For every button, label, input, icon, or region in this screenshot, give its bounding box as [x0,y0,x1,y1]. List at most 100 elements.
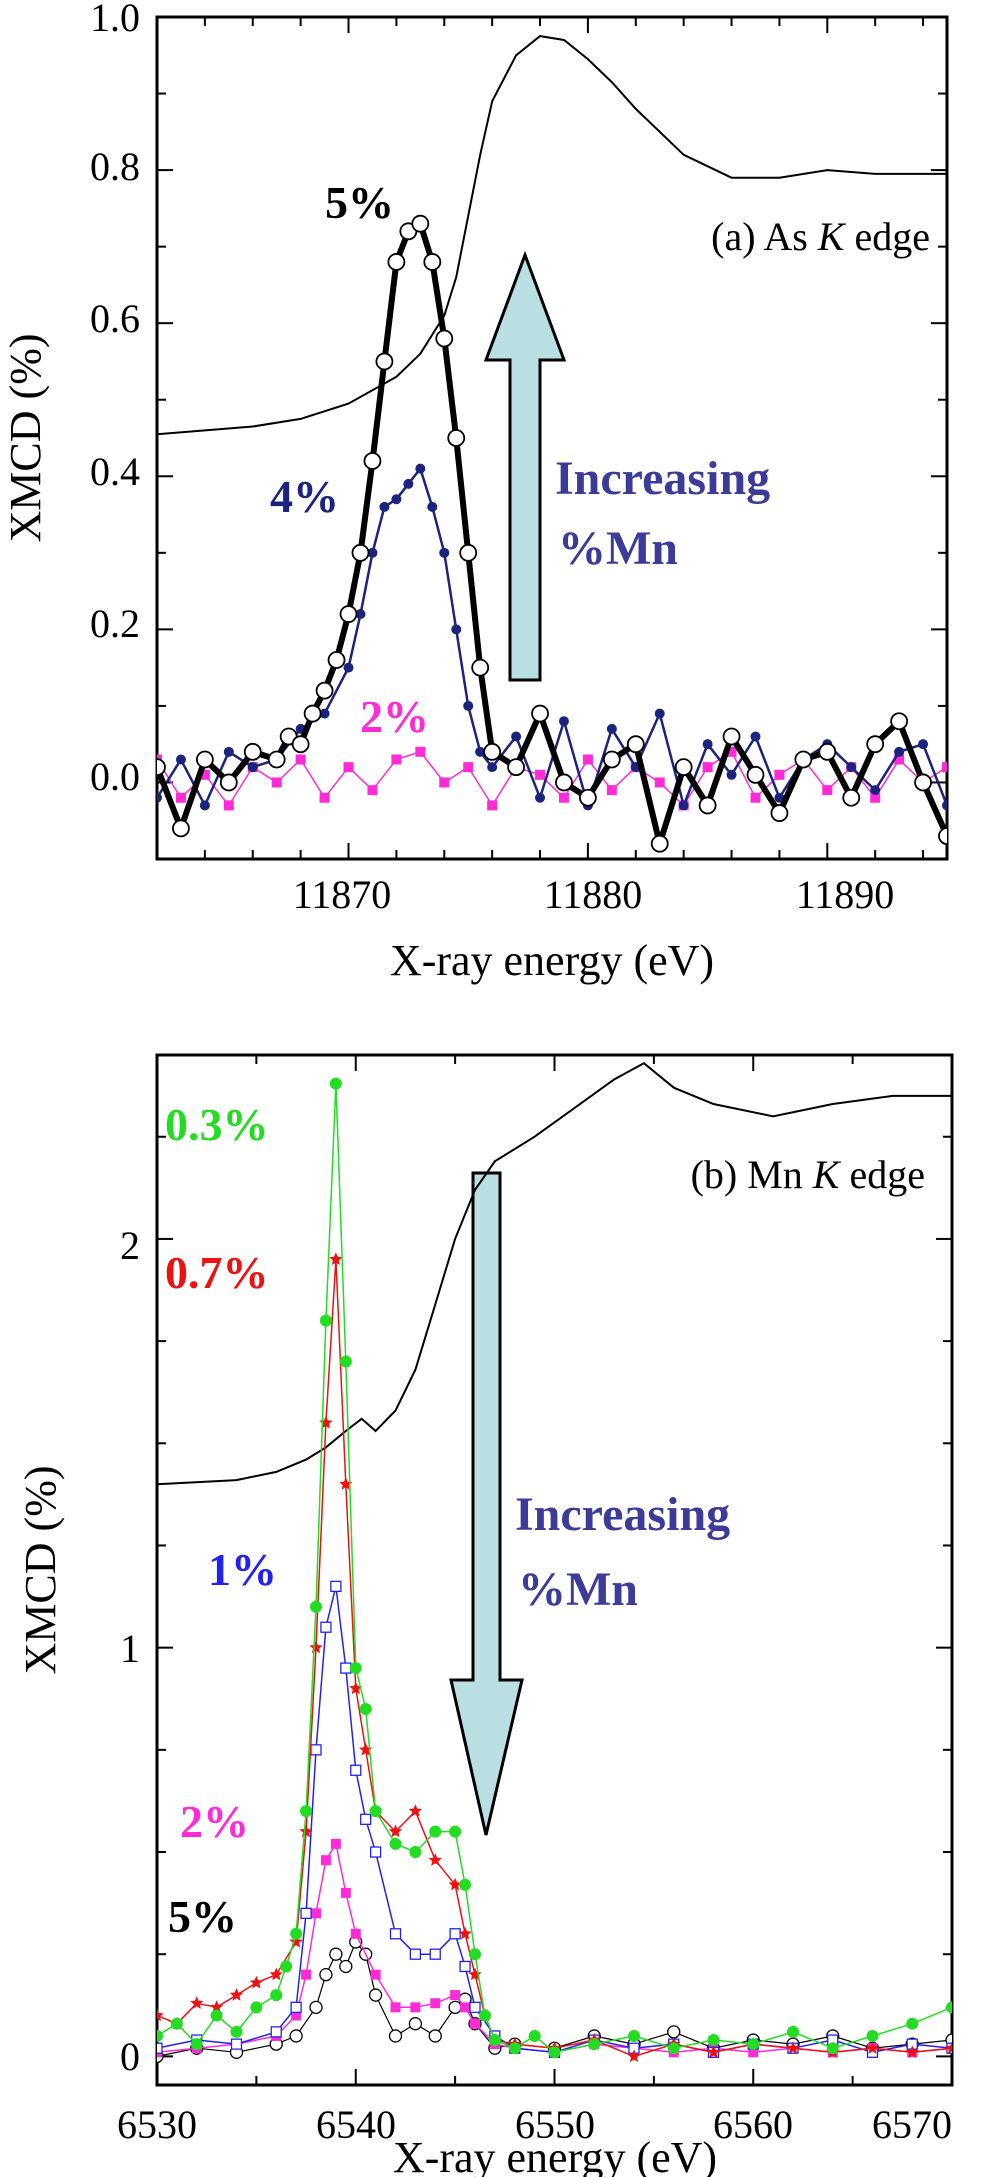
panel-a-ticks [156,16,947,860]
data-point [410,2002,421,2013]
data-point [448,2000,462,2014]
data-point [938,827,947,845]
data-point [219,773,238,792]
data-point [319,1967,333,1982]
data-point [430,1998,441,2009]
data-point [945,2041,952,2054]
series-line-0-7pct [157,1258,952,2058]
data-point [349,1662,362,1675]
data-point [330,1580,342,1592]
data-point [487,762,498,773]
data-point [310,1600,322,1613]
panel-a-ytick-label: 0.4 [90,449,140,494]
annotation-increasing: Increasing [515,1488,730,1541]
data-point [329,1077,342,1090]
panel-a-title-suffix: edge [844,214,930,259]
data-point [865,2041,880,2054]
data-point [350,1764,362,1776]
data-point [469,1948,481,1961]
data-point [289,2029,303,2043]
data-point [535,769,546,780]
data-point [478,2009,491,2022]
data-point [223,800,234,811]
data-point [170,2017,183,2030]
data-point [379,501,390,512]
panel-b-xtick-label: 6560 [713,2102,793,2147]
data-point [428,1853,442,1866]
data-point [367,785,378,796]
data-point [290,1927,303,1940]
data-point [535,792,546,803]
data-point [942,800,947,811]
data-point [249,1975,263,1989]
data-point [295,754,306,765]
data-point [319,708,330,719]
data-point [390,2002,401,2013]
data-point [428,2029,442,2043]
panel-b-ytick-label: 1 [120,1626,140,1671]
data-point [511,731,522,742]
data-point [628,2029,640,2042]
panel-b-ytick-label: 0 [120,2034,140,2079]
data-point [626,735,645,754]
data-point [247,762,258,773]
data-point [459,1960,471,1973]
panel-a-ytick-label: 0.2 [90,601,140,646]
panel-a-ytick-label: 1.0 [90,0,140,40]
data-point [310,1744,322,1756]
data-point [842,788,861,807]
data-point [367,547,378,558]
panel-a-frame [155,15,949,861]
data-point [654,708,665,719]
series-label-0-7pct: 0.7% [165,1247,269,1298]
data-point [199,800,210,811]
panel-a-plot-area [157,35,947,853]
data-point [309,1640,323,1654]
data-point [748,2047,759,2058]
annotation-pct-mn: %Mn [518,1563,638,1616]
data-point [270,1989,283,2002]
data-point [750,792,761,803]
panel-b-plot-area [157,1061,952,2064]
data-point [451,624,462,635]
data-point [678,800,689,811]
panel-a-title: (a) As K edge [711,214,930,259]
data-point [531,704,549,723]
data-point [411,214,430,233]
data-point [470,2018,480,2029]
data-point [340,1887,351,1898]
data-point [391,494,402,505]
panel-b-ytick-label: 2 [120,1223,140,1268]
data-point [267,750,286,769]
data-point [280,1960,293,1973]
data-point [726,769,737,780]
data-point [157,2029,163,2042]
data-point [409,1846,422,1859]
data-point [894,754,905,765]
panel-b-title-italic: K [812,1152,842,1197]
series-line-2pct [157,751,947,807]
data-point [942,762,947,773]
data-point [388,2029,403,2043]
data-point [449,1928,461,1940]
data-point [271,777,282,788]
panel-a-x-axis-title: X-ray energy (eV) [390,936,714,985]
data-point [787,2025,799,2038]
data-point [349,1681,363,1695]
data-point [746,765,765,784]
data-point [423,253,442,271]
data-point [330,1838,341,1849]
data-point [588,2038,601,2051]
data-point [794,750,813,769]
series-label-5pct: 5% [325,177,394,228]
data-point [223,746,234,757]
data-point [172,819,190,838]
data-point [448,1877,462,1891]
data-point [726,746,737,757]
data-point [702,762,713,773]
data-point [339,1477,353,1490]
data-point [770,804,789,822]
data-point [667,2042,680,2055]
